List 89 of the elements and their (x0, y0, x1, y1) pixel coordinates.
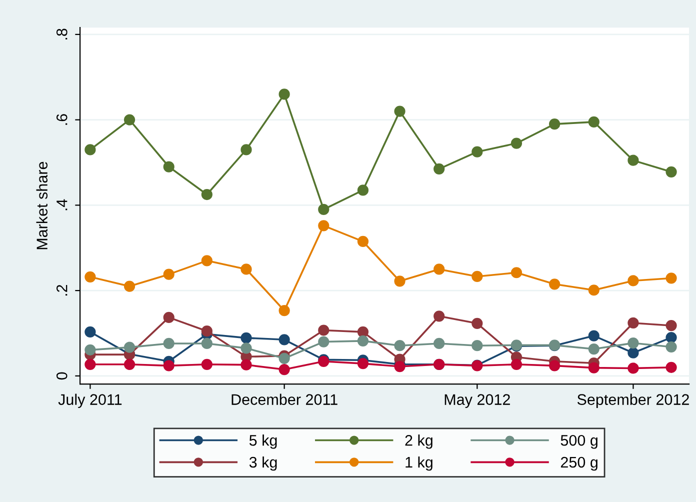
y-tick-label: 0 (56, 372, 68, 380)
x-tick-label: July 2011 (58, 394, 122, 408)
point (278, 88, 290, 100)
point (628, 362, 639, 374)
point (318, 220, 330, 232)
point (472, 146, 483, 158)
point (394, 106, 406, 117)
point (472, 270, 483, 282)
point (278, 305, 290, 316)
point (84, 344, 96, 356)
point (510, 358, 522, 370)
point (472, 318, 483, 329)
point (394, 340, 406, 352)
point (357, 326, 369, 338)
point (278, 352, 290, 364)
point (628, 275, 639, 286)
legend-label: 500 g (560, 434, 598, 449)
point (163, 268, 174, 280)
point (588, 284, 600, 296)
point (510, 267, 522, 278)
legend-label: 3 kg (249, 456, 277, 471)
point (124, 280, 136, 292)
point (666, 332, 677, 344)
point (240, 264, 252, 275)
point (434, 310, 445, 322)
point (124, 342, 136, 353)
point (163, 360, 174, 372)
point (278, 334, 290, 346)
point (394, 276, 406, 287)
point (201, 255, 212, 266)
point (588, 116, 600, 128)
point (666, 362, 677, 373)
x-tick-label: December 2011 (232, 394, 338, 405)
legend-label: 5 kg (249, 434, 277, 449)
point (548, 360, 560, 372)
point (394, 360, 406, 372)
y-tick-label: .6 (56, 114, 68, 125)
point (588, 362, 600, 374)
point (163, 161, 174, 172)
point (666, 341, 677, 352)
point (434, 338, 445, 350)
point (588, 330, 600, 342)
point (434, 264, 445, 275)
point (84, 326, 96, 338)
point (278, 364, 290, 376)
point (240, 144, 252, 156)
point (124, 114, 136, 126)
point (318, 324, 330, 336)
point (357, 236, 369, 248)
point (84, 271, 96, 282)
y-axis-title: Market share (36, 162, 48, 250)
point (666, 272, 677, 284)
point (548, 118, 560, 130)
point (628, 337, 639, 349)
y-tick-label: .8 (56, 28, 68, 40)
point (318, 336, 330, 348)
point (124, 358, 136, 370)
point (240, 342, 252, 354)
point (84, 144, 96, 156)
point (588, 343, 600, 355)
point (357, 184, 369, 196)
point (628, 347, 639, 358)
point (201, 326, 212, 337)
point (163, 312, 174, 323)
point (357, 358, 369, 370)
point (628, 154, 639, 166)
point (240, 359, 252, 370)
legend-label: 1 kg (406, 456, 432, 471)
y-tick-label: .4 (56, 199, 68, 210)
point (318, 204, 330, 216)
legend-label: 250 g (560, 456, 598, 471)
point (628, 317, 639, 329)
point (510, 138, 522, 149)
point (666, 166, 677, 178)
x-tick-label: September 2012 (577, 394, 689, 408)
point (357, 335, 369, 346)
point (201, 188, 212, 200)
point (472, 340, 483, 352)
point (201, 338, 212, 350)
point (163, 338, 174, 350)
y-tick-label: .2 (56, 284, 68, 296)
x-tick-label: May 2012 (444, 394, 510, 408)
point (548, 278, 560, 290)
legend-label: 2 kg (405, 434, 432, 449)
point (240, 332, 252, 344)
point (201, 358, 212, 370)
point (84, 358, 96, 370)
point (434, 163, 445, 174)
point (666, 320, 677, 332)
